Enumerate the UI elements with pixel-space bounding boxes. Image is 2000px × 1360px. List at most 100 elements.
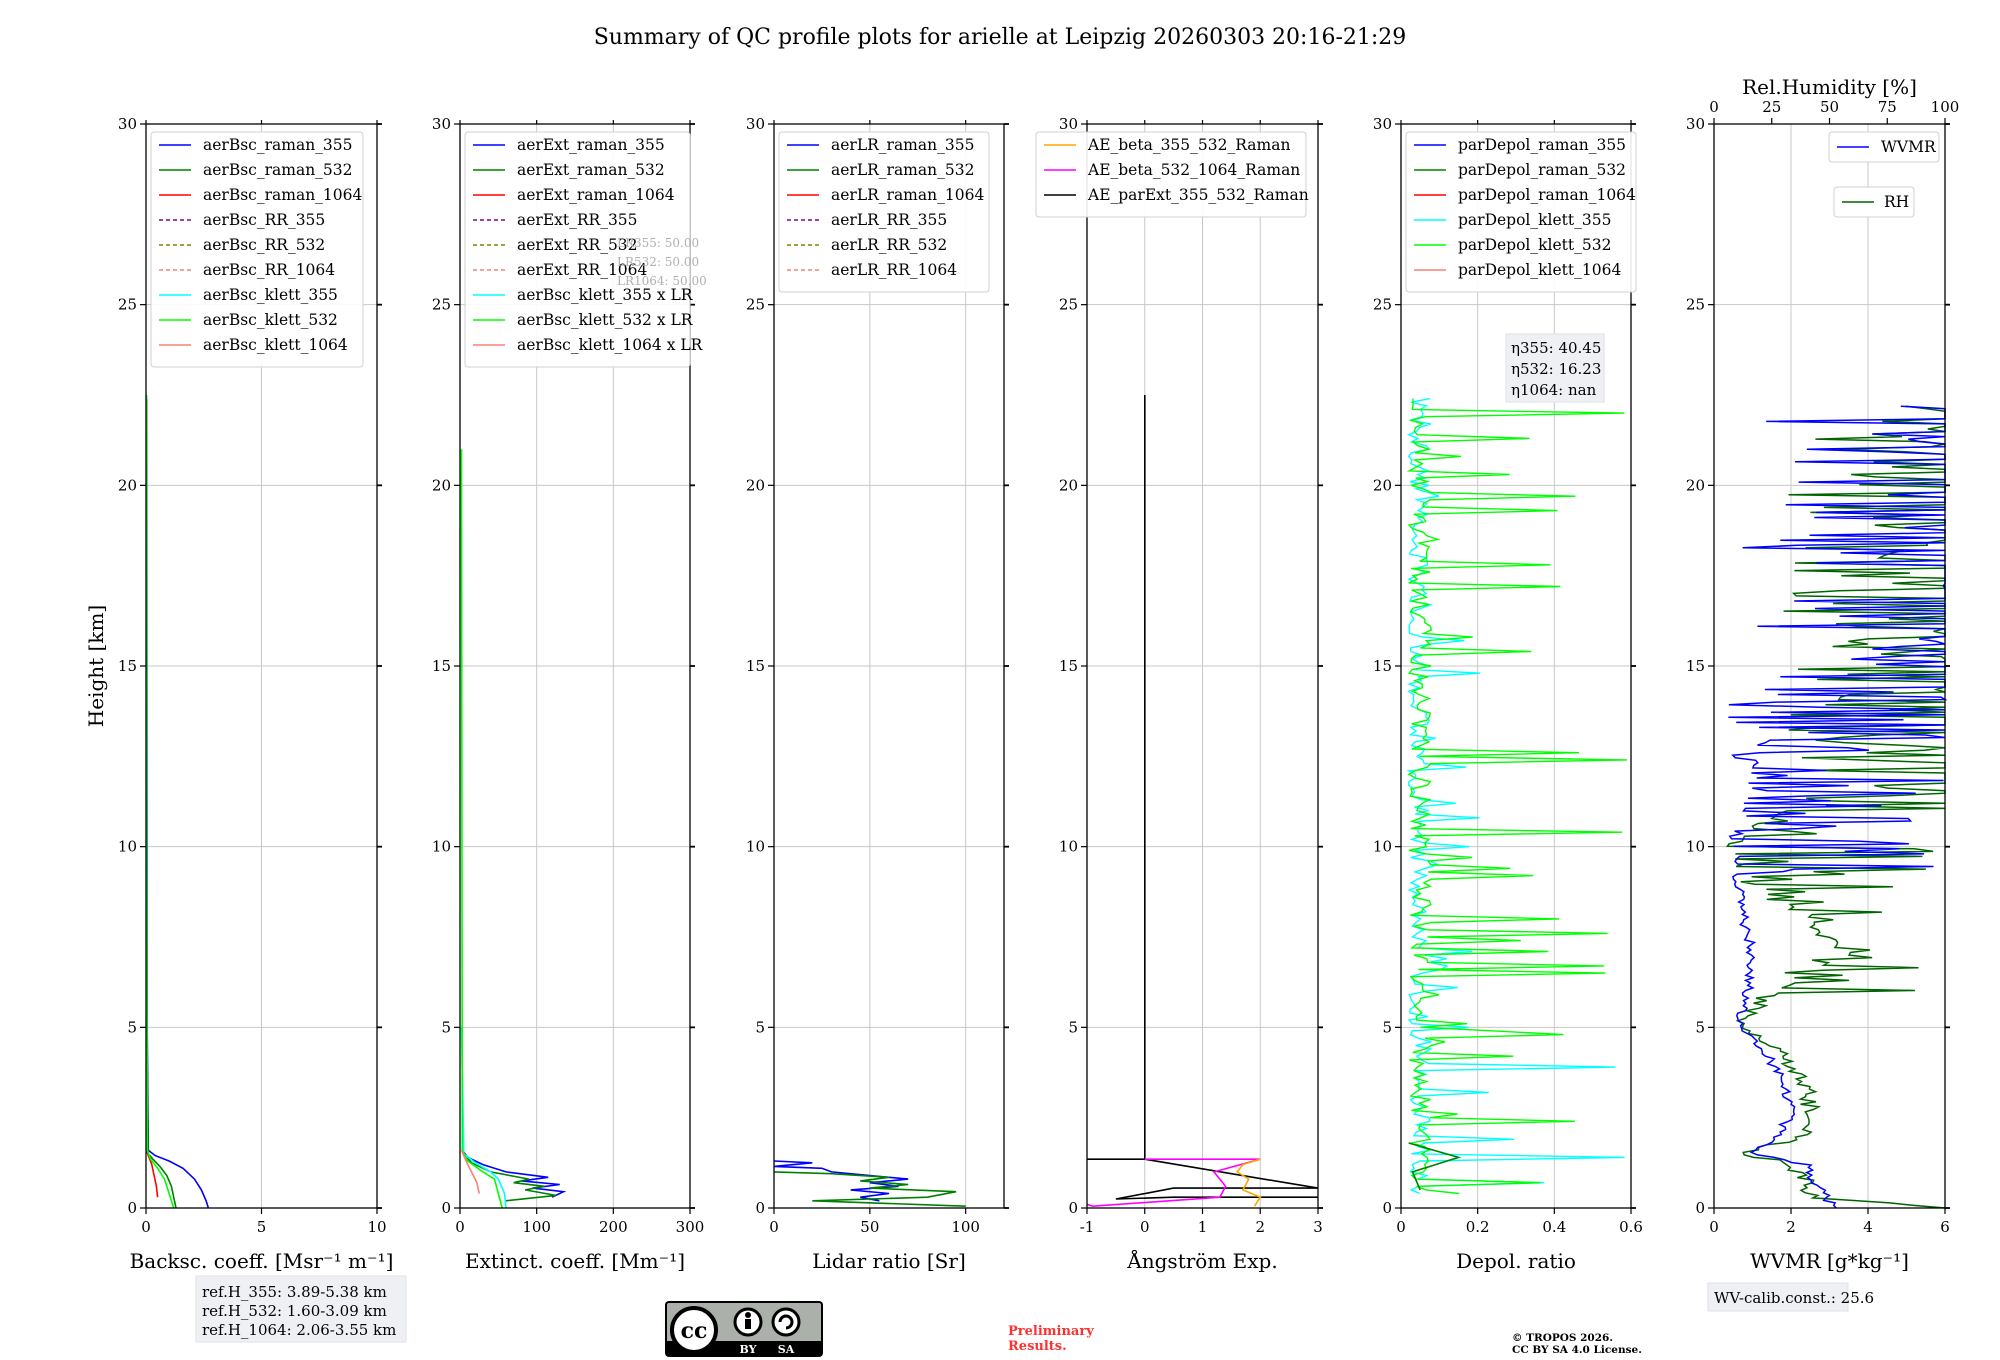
legend-bsc-label-0: aerBsc_raman_355 bbox=[203, 136, 353, 154]
cc-badge-main: cc bbox=[681, 1318, 708, 1344]
y-tick-label-2: 10 bbox=[746, 838, 765, 856]
cc-sa-arrow bbox=[778, 1314, 794, 1330]
y-tick-label-4: 20 bbox=[432, 476, 451, 494]
x-tick-label-3: 0.6 bbox=[1619, 1218, 1643, 1236]
series-bsc-1 bbox=[145, 398, 177, 1209]
y-tick-label-3: 15 bbox=[1059, 657, 1078, 675]
y-tick-label-5: 25 bbox=[118, 296, 137, 314]
legend-lr-label-0: aerLR_raman_355 bbox=[831, 136, 974, 154]
legend-bsc-label-3: aerBsc_RR_355 bbox=[203, 211, 325, 229]
x-tick-label-1: 50 bbox=[860, 1218, 879, 1236]
x-tick-label-1: 2 bbox=[1786, 1218, 1796, 1236]
legend-depol-label-3: parDepol_klett_355 bbox=[1458, 211, 1611, 229]
x-axis-label: Extinct. coeff. [Mm⁻¹] bbox=[465, 1249, 685, 1273]
series-bsc-3 bbox=[145, 394, 175, 1209]
y-tick-label-6: 30 bbox=[746, 115, 765, 133]
legend-ext-label-2: aerExt_raman_1064 bbox=[517, 186, 675, 204]
legend-wvmr-label: WVMR bbox=[1881, 138, 1937, 156]
legend-ext-label-7: aerBsc_klett_532 x LR bbox=[517, 311, 694, 329]
x-tick-label-1: 100 bbox=[522, 1218, 551, 1236]
x-tick-label-2: 10 bbox=[367, 1218, 386, 1236]
y-tick-label-6: 30 bbox=[432, 115, 451, 133]
y-tick-label-1: 5 bbox=[1068, 1018, 1078, 1036]
x-tick-label-2: 200 bbox=[599, 1218, 628, 1236]
eta-text-0: η355: 40.45 bbox=[1511, 339, 1601, 357]
panel-ext: 0 100 200 300 0 5 10 15 20 25 30 Extinct. coeff. [M… bbox=[432, 115, 704, 1273]
legend-lr-label-5: aerLR_RR_1064 bbox=[831, 261, 957, 279]
rh-tick-label-4: 100 bbox=[1931, 98, 1960, 116]
legend-wvmr-box bbox=[1828, 131, 1940, 163]
legend-lr-label-3: aerLR_RR_355 bbox=[831, 211, 947, 229]
cc-by-person-body bbox=[745, 1319, 751, 1329]
legend-ext-label-8: aerBsc_klett_1064 x LR bbox=[517, 336, 704, 354]
rh-tick-label-0: 0 bbox=[1709, 98, 1719, 116]
y-tick-label-0: 0 bbox=[441, 1199, 451, 1217]
legend-depol-label-1: parDepol_raman_532 bbox=[1458, 161, 1626, 179]
x-tick-label-3: 300 bbox=[676, 1218, 705, 1236]
series-ext-2 bbox=[460, 1027, 507, 1209]
x-axis-label: Lidar ratio [Sr] bbox=[812, 1249, 966, 1273]
wv-calib-text: WV-calib.const.: 25.6 bbox=[1714, 1289, 1874, 1307]
y-tick-label-1: 5 bbox=[441, 1018, 451, 1036]
panel-lr: 0 50 100 0 5 10 15 20 25 30 Lidar ratio [Sr] aerLR_… bbox=[746, 115, 1009, 1273]
series-lr-0 bbox=[773, 1160, 909, 1202]
legend-depol-label-0: parDepol_raman_355 bbox=[1458, 136, 1626, 154]
cc-sa-label: SA bbox=[778, 1343, 795, 1356]
y-tick-label-1: 5 bbox=[127, 1018, 137, 1036]
y-tick-label-3: 15 bbox=[118, 657, 137, 675]
legend-ae-label-2: AE_parExt_355_532_Raman bbox=[1087, 186, 1309, 204]
copyright-line-2: CC BY SA 4.0 License. bbox=[1512, 1344, 1642, 1356]
x-tick-label-3: 2 bbox=[1255, 1218, 1265, 1236]
legend-rh-label: RH bbox=[1884, 193, 1909, 211]
eta-box bbox=[1505, 333, 1605, 403]
legend-ext-label-3: aerExt_RR_355 bbox=[517, 211, 638, 229]
x-tick-label-4: 3 bbox=[1313, 1218, 1323, 1236]
lr-note-2: LR1064: 50.00 bbox=[617, 274, 707, 288]
x-tick-label-1: 5 bbox=[257, 1218, 267, 1236]
cc-by-label: BY bbox=[740, 1343, 757, 1356]
ref-height-box-bg bbox=[195, 1275, 407, 1343]
y-tick-label-5: 25 bbox=[1059, 296, 1078, 314]
legend-ext-label-0: aerExt_raman_355 bbox=[517, 136, 665, 154]
series-ae-2 bbox=[1236, 1158, 1262, 1207]
y-tick-label-3: 15 bbox=[432, 657, 451, 675]
ref-height-355: ref.H_355: 3.89-5.38 km bbox=[202, 1283, 387, 1301]
ref-height-532: ref.H_532: 1.60-3.09 km bbox=[202, 1302, 387, 1320]
y-tick-label-2: 10 bbox=[1059, 838, 1078, 856]
y-tick-label-0: 0 bbox=[1695, 1199, 1705, 1217]
ref-height-1064: ref.H_1064: 2.06-3.55 km bbox=[202, 1321, 396, 1339]
x-tick-label-3: 6 bbox=[1940, 1218, 1950, 1236]
preliminary-text-1: Preliminary bbox=[1008, 1324, 1094, 1339]
y-tick-label-2: 10 bbox=[1686, 838, 1705, 856]
legend-ae-label-1: AE_beta_532_1064_Raman bbox=[1087, 161, 1300, 179]
y-tick-label-4: 20 bbox=[1686, 476, 1705, 494]
y-tick-label-0: 0 bbox=[755, 1199, 765, 1217]
y-tick-label-0: 0 bbox=[1068, 1199, 1078, 1217]
legend-bsc-label-1: aerBsc_raman_532 bbox=[203, 161, 353, 179]
series-bsc-2 bbox=[145, 1149, 159, 1198]
y-tick-label-1: 5 bbox=[1382, 1018, 1392, 1036]
rh-tick-label-3: 75 bbox=[1878, 98, 1897, 116]
x-axis-label: Ångström Exp. bbox=[1126, 1248, 1277, 1273]
legend-lr-box bbox=[778, 131, 990, 293]
y-tick-label-4: 20 bbox=[1373, 476, 1392, 494]
cc-by-person-head bbox=[745, 1312, 751, 1318]
y-axis-label: Height [km] bbox=[84, 605, 108, 727]
legend-bsc-label-2: aerBsc_raman_1064 bbox=[203, 186, 363, 204]
panel-depol: 0 0.2 0.4 0.6 0 5 10 15 20 25 30 Depol. ratio parDep… bbox=[1373, 115, 1643, 1273]
legend-bsc-label-6: aerBsc_klett_355 bbox=[203, 286, 338, 304]
legend-ext-label-1: aerExt_raman_532 bbox=[517, 161, 665, 179]
rh-axis-label: Rel.Humidity [%] bbox=[1742, 75, 1917, 99]
y-tick-label-5: 25 bbox=[1686, 296, 1705, 314]
wv-calib-box-bg bbox=[1707, 1282, 1849, 1312]
x-tick-label-2: 1 bbox=[1198, 1218, 1208, 1236]
legend-depol-box bbox=[1405, 131, 1637, 293]
legend-bsc-label-4: aerBsc_RR_532 bbox=[203, 236, 325, 254]
legend-lr-label-4: aerLR_RR_532 bbox=[831, 236, 947, 254]
x-tick-label-0: 0 bbox=[141, 1218, 151, 1236]
eta-text-2: η1064: nan bbox=[1511, 381, 1597, 399]
x-axis-label: WVMR [g*kg⁻¹] bbox=[1750, 1249, 1909, 1273]
series-bsc-0 bbox=[145, 398, 210, 1209]
